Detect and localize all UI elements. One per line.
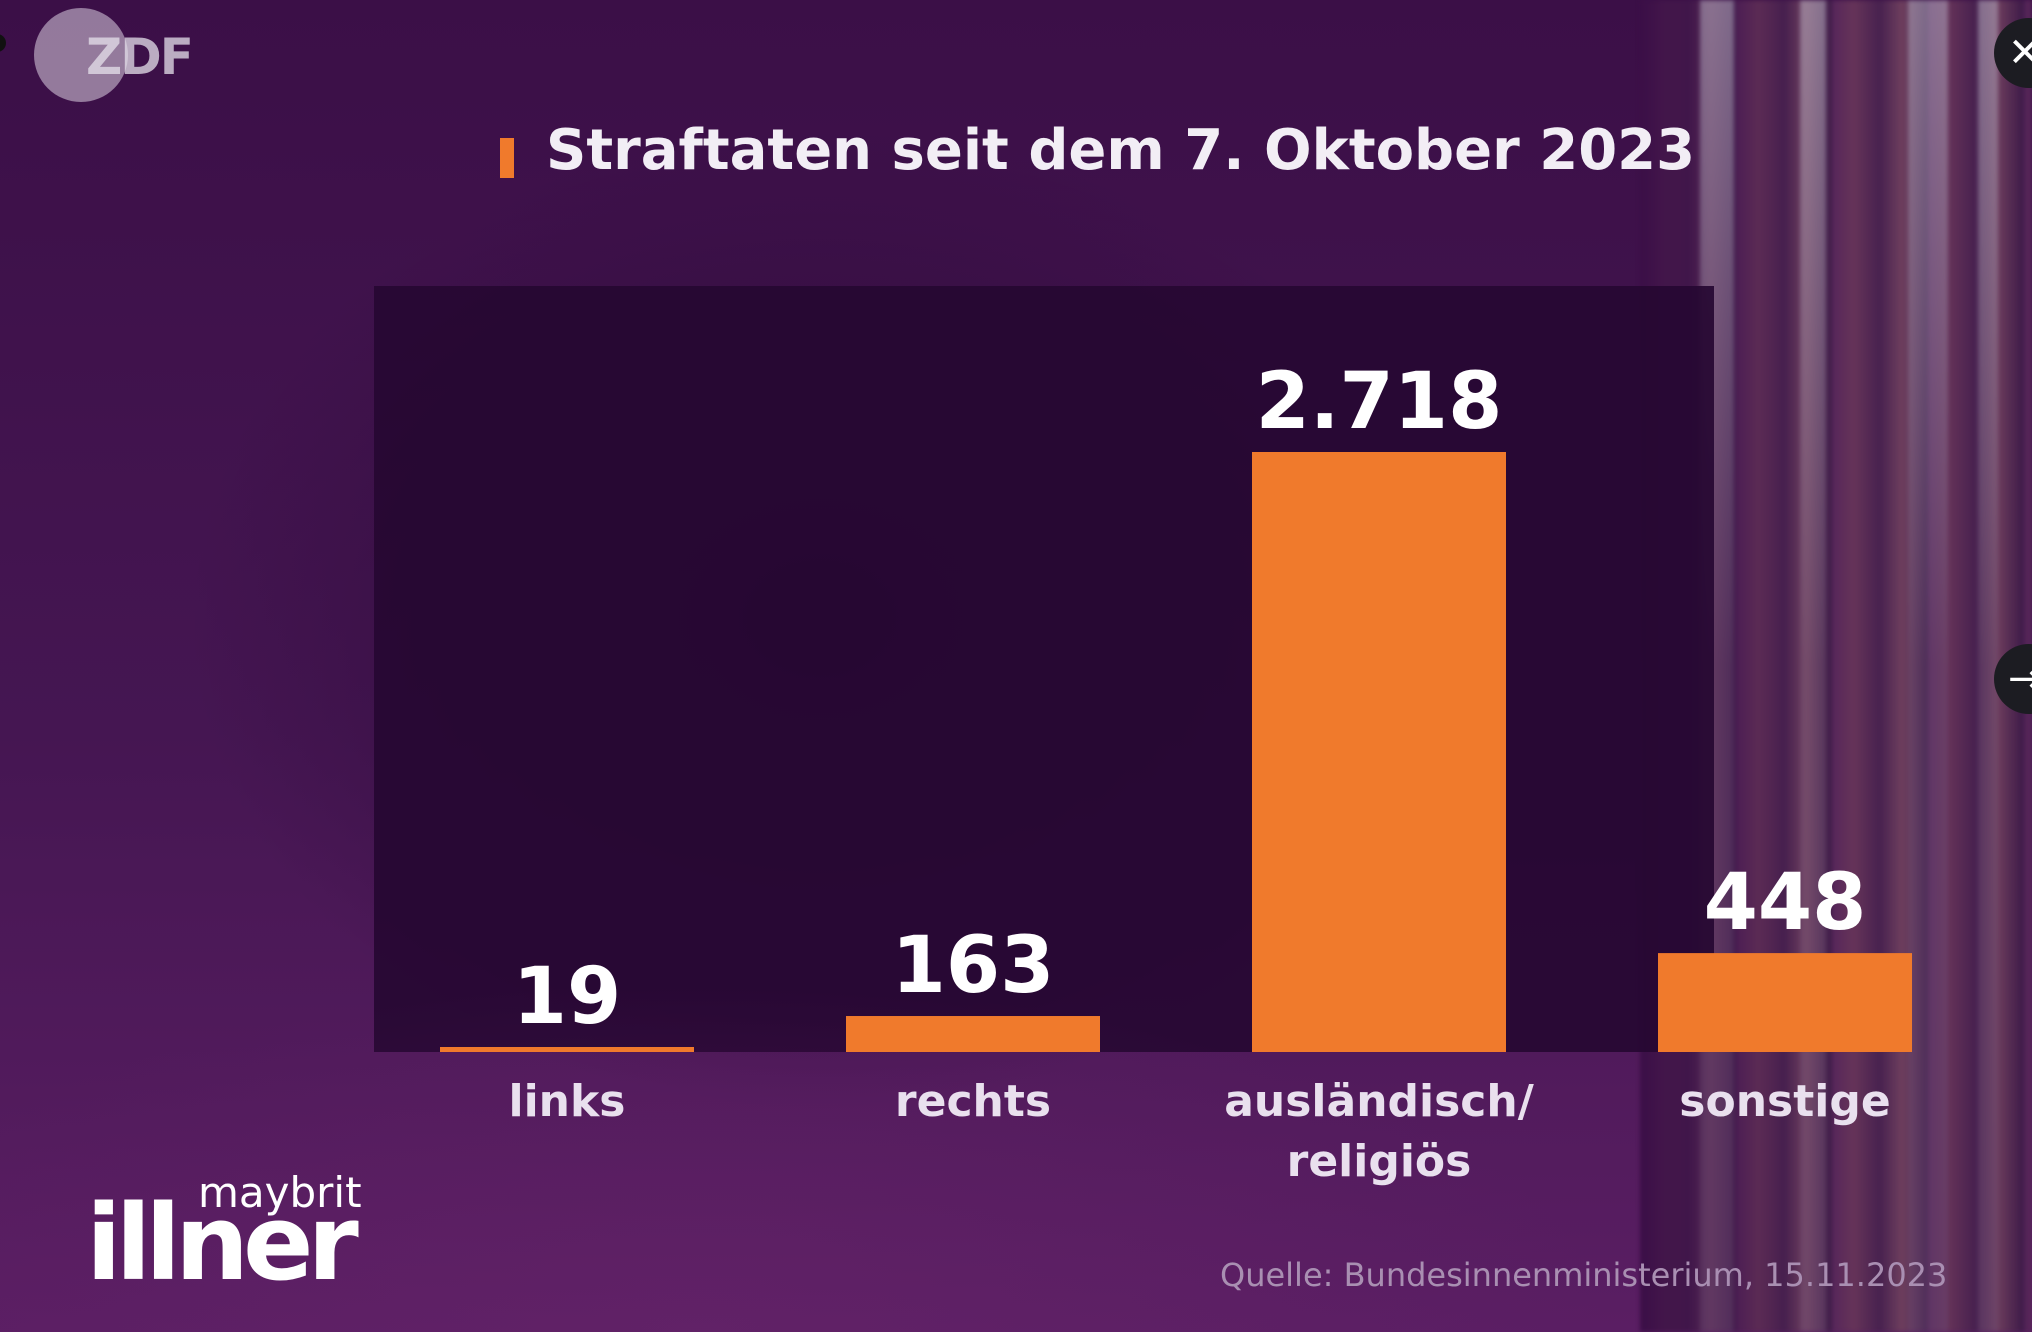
bar-0 bbox=[440, 1047, 694, 1052]
value-label-2: 2.718 bbox=[1256, 357, 1503, 447]
category-label-line: sonstige bbox=[1679, 1076, 1890, 1127]
zdf-logo: ZDF bbox=[34, 8, 204, 104]
value-label-1: 163 bbox=[892, 921, 1055, 1011]
chart-title: Straftaten seit dem 7. Oktober 2023 bbox=[546, 118, 1696, 183]
category-label-2: ausländisch/religiös bbox=[1224, 1076, 1534, 1187]
title-accent-bar bbox=[500, 138, 514, 178]
source-note: Quelle: Bundesinnenministerium, 15.11.20… bbox=[1220, 1256, 1948, 1294]
category-label-line: rechts bbox=[895, 1076, 1051, 1127]
bar-2 bbox=[1252, 452, 1506, 1052]
category-label-line: religiös bbox=[1287, 1136, 1472, 1187]
show-logo-first-name: maybrit bbox=[198, 1168, 362, 1217]
close-icon: ✕ bbox=[2008, 30, 2032, 76]
zdf-logo-text: ZDF bbox=[86, 28, 194, 86]
category-label-3: sonstige bbox=[1679, 1076, 1890, 1127]
background-crowd-photo bbox=[1640, 0, 2032, 1332]
arrow-right-icon: → bbox=[2008, 656, 2032, 702]
category-label-1: rechts bbox=[895, 1076, 1051, 1127]
category-label-line: links bbox=[509, 1076, 626, 1127]
show-logo: maybrit illner bbox=[86, 1168, 406, 1308]
show-logo-last-name: illner bbox=[86, 1182, 359, 1304]
bar-3 bbox=[1658, 953, 1912, 1052]
edge-dot bbox=[0, 34, 6, 52]
category-label-0: links bbox=[509, 1076, 626, 1127]
value-label-0: 19 bbox=[513, 952, 622, 1042]
value-label-3: 448 bbox=[1704, 858, 1867, 948]
bar-1 bbox=[846, 1016, 1100, 1052]
zdf-logo-circle bbox=[34, 8, 128, 102]
category-label-line: ausländisch/ bbox=[1224, 1076, 1534, 1127]
